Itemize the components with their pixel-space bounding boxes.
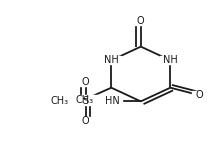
Text: CH₃: CH₃ bbox=[76, 95, 94, 104]
Text: O: O bbox=[82, 116, 90, 126]
Bar bbox=[79, 117, 92, 125]
Bar bbox=[79, 78, 92, 86]
Text: O: O bbox=[195, 90, 203, 100]
Bar bbox=[102, 97, 122, 106]
Bar bbox=[79, 97, 92, 106]
Text: S: S bbox=[83, 96, 89, 106]
Bar bbox=[43, 97, 76, 106]
Bar bbox=[101, 56, 121, 64]
Text: NH: NH bbox=[104, 55, 119, 65]
Text: HN: HN bbox=[105, 96, 120, 106]
Text: NH: NH bbox=[163, 55, 178, 65]
Bar bbox=[192, 91, 205, 99]
Bar bbox=[160, 56, 180, 64]
Text: O: O bbox=[82, 77, 90, 87]
Bar bbox=[134, 17, 147, 25]
Text: CH₃: CH₃ bbox=[50, 96, 68, 106]
Bar bbox=[68, 95, 101, 104]
Text: O: O bbox=[137, 16, 145, 26]
